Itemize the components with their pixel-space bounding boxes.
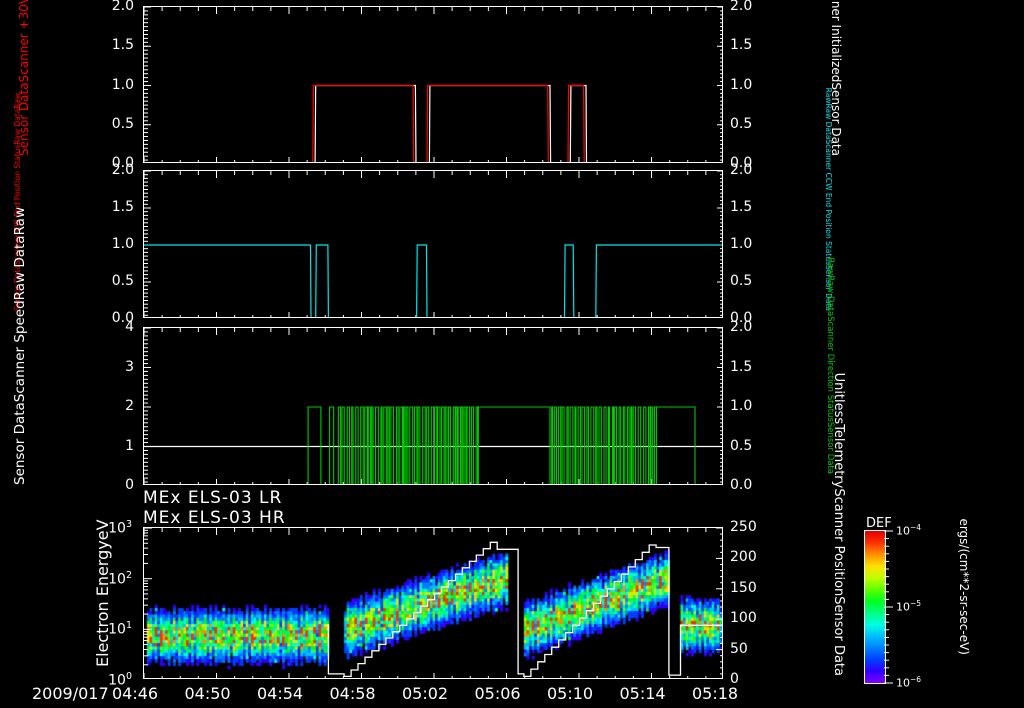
panel-3-left-line-3: Raw Data [12, 235, 28, 301]
colorbar-unit-text: ergs/(cm**2-sr-sec-eV) [957, 518, 971, 655]
spectrogram-title-hr: MEx ELS-03 HR [143, 508, 286, 528]
colorbar-tick-label: 10−6 [896, 675, 922, 690]
y-tick-label: 100 [108, 671, 132, 689]
panel-2-left-line-3: Raw Data [13, 108, 22, 145]
y-tick-label: 0 [125, 477, 134, 493]
spectrogram-canvas [144, 528, 722, 678]
panel-3-left-label: Sensor Data Scanner Speed Raw Data Raw [12, 207, 93, 485]
y-tick-label: 1.0 [111, 76, 134, 93]
panel-1-left-line-2: Scanner +30V Status [17, 0, 31, 83]
panel-spectrogram-plot [143, 527, 723, 679]
colorbar-tick-label: 10−5 [896, 599, 922, 614]
spectrogram-right-line-3: Telemetry [831, 424, 846, 489]
spectrogram-right-label: Sensor Data Scanner Position Telemetry U… [779, 373, 846, 676]
panel-3-left-line-2: Scanner Speed [12, 300, 28, 403]
spectrogram-left-line-1: Electron Energy [93, 540, 112, 667]
spectrogram-right-line-4: Unitless [831, 372, 846, 425]
colorbar-unit-label: ergs/(cm**2-sr-sec-eV) [950, 495, 971, 655]
y-tick-label: 250 [730, 519, 757, 535]
y-tick-label: 0.0 [730, 155, 753, 171]
panel-3-right-line-3: Raw Data [825, 275, 835, 317]
panel-2-ticks [144, 171, 722, 317]
y-tick-label: 100 [730, 610, 757, 627]
panel-1-plot [143, 6, 723, 163]
x-tick-label: 05:18 [692, 684, 739, 703]
y-tick-label: 1.5 [111, 37, 134, 54]
x-tick-label: 05:02 [402, 684, 449, 703]
y-tick-label: 0 [730, 671, 739, 687]
y-tick-label: 2.0 [111, 162, 134, 178]
x-tick-label: 05:06 [474, 684, 521, 703]
colorbar-ticks [884, 530, 893, 684]
x-tick-label: 04:54 [257, 684, 304, 703]
panel-3-plot [143, 327, 723, 485]
y-tick-label: 150 [730, 579, 757, 596]
y-tick-label: 0.5 [730, 437, 753, 454]
y-tick-label: 1.0 [111, 236, 134, 252]
x-tick-label: 04:46 [112, 684, 159, 703]
y-tick-label: 50 [730, 640, 748, 657]
y-tick-label: 0.5 [730, 115, 753, 132]
y-tick-label: 4 [125, 319, 134, 335]
y-tick-label: 101 [108, 620, 132, 638]
y-tick-label: 103 [108, 519, 132, 537]
y-tick-label: 1 [125, 437, 134, 454]
y-tick-label: 1.0 [730, 398, 753, 414]
spectrogram-title-lr: MEx ELS-03 LR [143, 488, 283, 508]
panel-2-right-line-4: Raw [824, 87, 833, 104]
y-tick-label: 0.5 [111, 273, 134, 289]
y-tick-label: 2.0 [730, 319, 753, 335]
x-tick-label: 05:10 [547, 684, 594, 703]
panel-3-right-line-4: Raw [825, 257, 835, 276]
panel-2-left-line-4: Raw [13, 92, 22, 109]
y-tick-label: 2 [125, 398, 134, 414]
colorbar-title: DEF [866, 516, 892, 531]
y-tick-label: 102 [108, 569, 132, 588]
y-tick-label: 3 [125, 358, 134, 375]
y-tick-label: 0.5 [111, 115, 134, 132]
y-tick-label: 1.5 [111, 199, 134, 215]
y-tick-label: 200 [730, 549, 757, 566]
panel-spectrogram-ticks [144, 528, 722, 678]
y-tick-label: 2.0 [730, 162, 753, 178]
colorbar [864, 530, 886, 684]
x-tick-label: 04:50 [184, 684, 231, 703]
y-tick-label: 1.0 [730, 236, 753, 252]
y-tick-label: 1.5 [730, 199, 753, 215]
panel-3-left-line-1: Sensor Data [12, 402, 28, 485]
y-tick-label: 2.0 [730, 0, 753, 14]
panel-1-right-line-2: Scanner Initialized [829, 0, 843, 83]
y-tick-label: 1.0 [730, 76, 753, 93]
y-tick-label: 1.5 [730, 358, 753, 375]
panel-2-right-line-2: Scanner CCW End Position Status [824, 139, 833, 265]
spectrogram-right-line-2: Scanner Position [831, 488, 846, 597]
y-tick-label: 0.0 [111, 155, 134, 171]
x-tick-label: 05:14 [619, 684, 666, 703]
x-axis-date: 2009/017 [32, 684, 109, 703]
panel-1-ticks [144, 7, 722, 162]
spectrogram-right-line-1: Sensor Data [831, 596, 846, 676]
y-tick-label: 1.5 [730, 37, 753, 54]
x-tick-label: 04:58 [329, 684, 376, 703]
y-tick-label: 0.0 [730, 477, 753, 493]
colorbar-tick-label: 10−4 [896, 523, 922, 538]
y-tick-label: 2.0 [111, 0, 134, 14]
y-tick-label: 0.0 [111, 310, 134, 326]
panel-3-ticks [144, 328, 722, 484]
y-tick-label: 0.0 [730, 310, 753, 326]
panel-3-left-line-4: Raw [12, 207, 28, 236]
panel-2-right-line-3: Raw Data [824, 103, 833, 140]
colorbar-gradient [865, 531, 885, 683]
panel-2-plot [143, 170, 723, 318]
y-tick-label: 0.5 [730, 273, 753, 289]
